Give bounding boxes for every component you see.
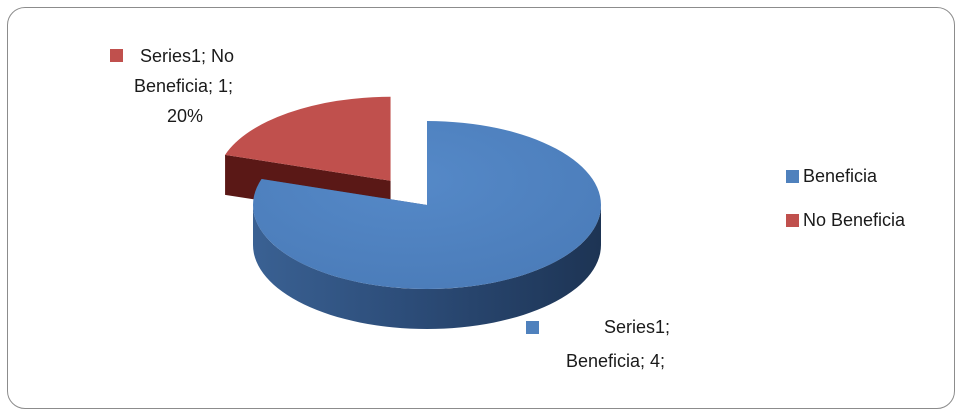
legend-item-beneficia[interactable]: Beneficia: [786, 163, 905, 189]
legend-label: Beneficia: [803, 165, 878, 186]
pie-top-beneficia: [253, 121, 601, 289]
legend: Beneficia No Beneficia: [786, 163, 905, 251]
legend-swatch-no-beneficia: [786, 213, 799, 227]
data-label-line: 20%: [167, 106, 204, 126]
data-label-line: Series1;: [604, 317, 671, 337]
data-label-line: Series1; No: [140, 46, 235, 66]
pie-slice-beneficia: [253, 121, 601, 329]
data-label-line: Beneficia; 1;: [134, 76, 234, 96]
data-label-line: Beneficia; 4;: [566, 351, 666, 371]
data-label-swatch-no-beneficia: [110, 49, 123, 62]
pie-chart: [225, 96, 601, 329]
pie-top-no-beneficia: [225, 96, 391, 181]
legend-label: No Beneficia: [803, 209, 906, 230]
pie-side-beneficia: [253, 205, 601, 329]
legend-swatch-beneficia: [786, 169, 799, 183]
data-label-swatch-beneficia: [526, 321, 539, 334]
legend-item-no-beneficia[interactable]: No Beneficia: [786, 207, 905, 233]
